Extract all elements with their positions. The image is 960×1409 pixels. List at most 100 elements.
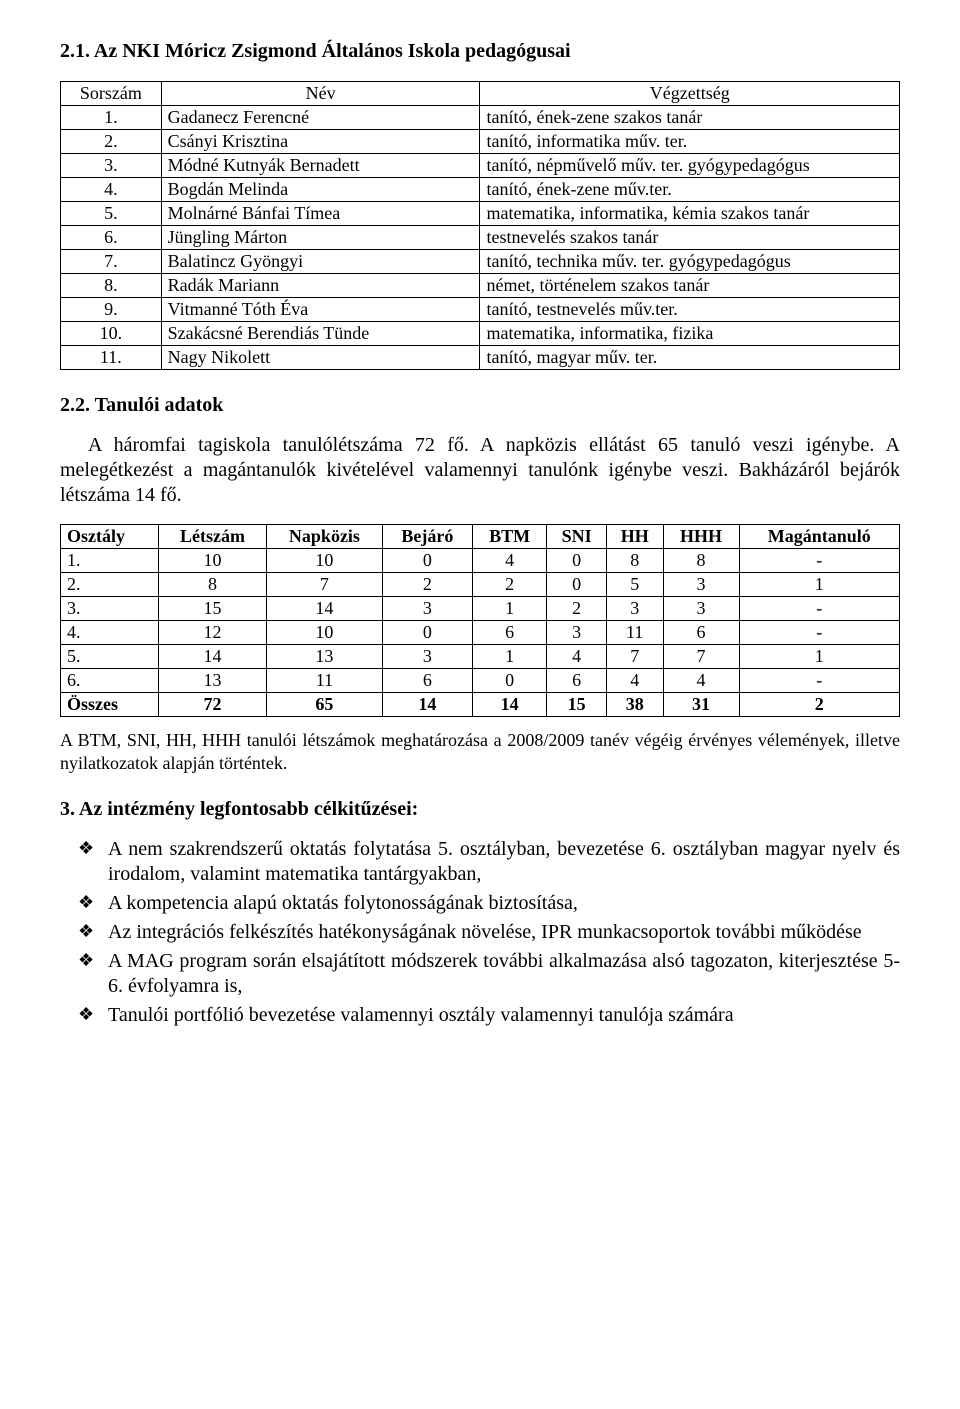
table-cell: német, történelem szakos tanár	[480, 274, 900, 298]
table-cell: Balatincz Gyöngyi	[161, 250, 480, 274]
table-row: 3.Módné Kutnyák Bernadetttanító, népműve…	[61, 154, 900, 178]
table-cell: 2	[739, 693, 899, 717]
table-row: 6.Jüngling Mártontestnevelés szakos taná…	[61, 226, 900, 250]
stats-header-cell: Magántanuló	[739, 525, 899, 549]
stats-header-cell: Bejáró	[382, 525, 472, 549]
table-cell: 3	[663, 597, 739, 621]
table-cell: 3	[382, 597, 472, 621]
table-cell: Molnárné Bánfai Tímea	[161, 202, 480, 226]
table-row: 3.151431233-	[61, 597, 900, 621]
table-cell: 2	[547, 597, 606, 621]
table-cell: 2	[472, 573, 547, 597]
table-cell: 3	[663, 573, 739, 597]
table-cell: Nagy Nikolett	[161, 346, 480, 370]
table-cell: 0	[382, 621, 472, 645]
table-row: 5.Molnárné Bánfai Tímeamatematika, infor…	[61, 202, 900, 226]
table-cell: tanító, népművelő műv. ter. gyógypedagóg…	[480, 154, 900, 178]
table-row: 2.Csányi Krisztinatanító, informatika mű…	[61, 130, 900, 154]
table-cell: 1.	[61, 106, 162, 130]
table-cell: -	[739, 669, 899, 693]
table-cell: 1	[739, 573, 899, 597]
stats-header-cell: Létszám	[159, 525, 267, 549]
table-cell: 1.	[61, 549, 159, 573]
table-cell: 14	[472, 693, 547, 717]
table-cell: Gadanecz Ferencné	[161, 106, 480, 130]
table-cell: tanító, magyar műv. ter.	[480, 346, 900, 370]
table-cell: 7	[663, 645, 739, 669]
table-cell: 14	[159, 645, 267, 669]
table-cell: 5.	[61, 645, 159, 669]
table-cell: 6.	[61, 226, 162, 250]
table-cell: 10	[266, 621, 382, 645]
table-cell: 0	[382, 549, 472, 573]
table-cell: 13	[159, 669, 267, 693]
table-cell: tanító, ének-zene műv.ter.	[480, 178, 900, 202]
teachers-header-cell: Név	[161, 82, 480, 106]
table-cell: 6	[663, 621, 739, 645]
stats-header-cell: HH	[606, 525, 663, 549]
teachers-header-cell: Sorszám	[61, 82, 162, 106]
table-row: 9.Vitmanné Tóth Évatanító, testnevelés m…	[61, 298, 900, 322]
table-cell: 11.	[61, 346, 162, 370]
table-cell: matematika, informatika, kémia szakos ta…	[480, 202, 900, 226]
stats-table: OsztályLétszámNapközisBejáróBTMSNIHHHHHM…	[60, 524, 900, 717]
table-cell: 6	[547, 669, 606, 693]
table-cell: 5	[606, 573, 663, 597]
table-row: 1.101004088-	[61, 549, 900, 573]
table-cell: Vitmanné Tóth Éva	[161, 298, 480, 322]
stats-header-cell: BTM	[472, 525, 547, 549]
stats-header-cell: SNI	[547, 525, 606, 549]
table-cell: 2	[382, 573, 472, 597]
table-row: 4.1210063116-	[61, 621, 900, 645]
table-cell: 5.	[61, 202, 162, 226]
table-cell: 13	[266, 645, 382, 669]
table-cell: 4.	[61, 178, 162, 202]
table-cell: 1	[472, 645, 547, 669]
table-cell: 65	[266, 693, 382, 717]
table-row: 11.Nagy Nikoletttanító, magyar műv. ter.	[61, 346, 900, 370]
table-row-total: Összes726514141538312	[61, 693, 900, 717]
table-cell: testnevelés szakos tanár	[480, 226, 900, 250]
table-row: 1.Gadanecz Ferencnétanító, ének-zene sza…	[61, 106, 900, 130]
table-row: 7.Balatincz Gyöngyitanító, technika műv.…	[61, 250, 900, 274]
table-cell: 8	[159, 573, 267, 597]
table-cell: 0	[547, 549, 606, 573]
table-cell: 12	[159, 621, 267, 645]
list-item: A nem szakrendszerű oktatás folytatása 5…	[60, 837, 900, 887]
table-cell: Jüngling Márton	[161, 226, 480, 250]
table-cell: 4	[547, 645, 606, 669]
table-row: 8.Radák Mariannnémet, történelem szakos …	[61, 274, 900, 298]
list-item: A MAG program során elsajátított módszer…	[60, 949, 900, 999]
table-cell: 10	[266, 549, 382, 573]
table-cell: 7.	[61, 250, 162, 274]
table-cell: Összes	[61, 693, 159, 717]
table-cell: 6	[382, 669, 472, 693]
stats-header-cell: Napközis	[266, 525, 382, 549]
table-cell: tanító, informatika műv. ter.	[480, 130, 900, 154]
stats-header-cell: HHH	[663, 525, 739, 549]
table-row: 5.1413314771	[61, 645, 900, 669]
table-cell: Szakácsné Berendiás Tünde	[161, 322, 480, 346]
teachers-header-cell: Végzettség	[480, 82, 900, 106]
table-cell: 0	[472, 669, 547, 693]
table-cell: 3	[606, 597, 663, 621]
table-cell: 3	[547, 621, 606, 645]
list-item: Tanulói portfólió bevezetése valamennyi …	[60, 1003, 900, 1028]
table-row: 4.Bogdán Melindatanító, ének-zene műv.te…	[61, 178, 900, 202]
table-cell: 14	[266, 597, 382, 621]
table-cell: 8	[606, 549, 663, 573]
section-heading-goals: 3. Az intézmény legfontosabb célkitűzése…	[60, 798, 900, 821]
table-cell: 15	[159, 597, 267, 621]
table-cell: 6.	[61, 669, 159, 693]
table-cell: 9.	[61, 298, 162, 322]
table-cell: 4	[606, 669, 663, 693]
section-heading-students: 2.2. Tanulói adatok	[60, 394, 900, 417]
table-cell: 11	[606, 621, 663, 645]
students-paragraph: A háromfai tagiskola tanulólétszáma 72 f…	[60, 433, 900, 508]
table-cell: Csányi Krisztina	[161, 130, 480, 154]
table-row: 6.131160644-	[61, 669, 900, 693]
section-heading-teachers: 2.1. Az NKI Móricz Zsigmond Általános Is…	[60, 40, 900, 63]
table-cell: matematika, informatika, fizika	[480, 322, 900, 346]
note-paragraph: A BTM, SNI, HH, HHH tanulói létszámok me…	[60, 729, 900, 774]
table-row: 2.87220531	[61, 573, 900, 597]
